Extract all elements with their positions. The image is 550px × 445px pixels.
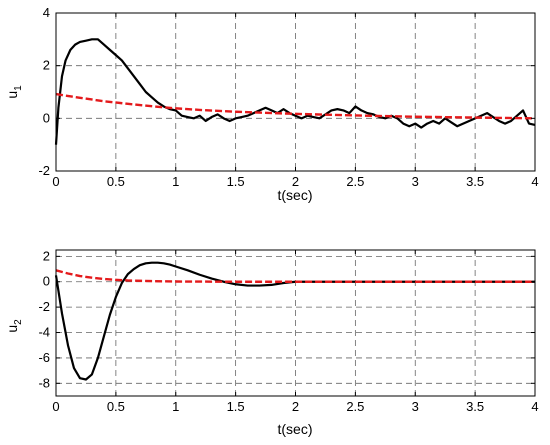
y-axis-label-subscript: 2: [13, 319, 24, 325]
x-tick-label: 4: [531, 174, 538, 189]
y-axis-label-base: u: [4, 91, 20, 99]
y-axis-label-base: u: [4, 325, 20, 333]
series-line-2: [55, 269, 535, 283]
x-axis-label: t(sec): [278, 421, 313, 437]
x-tick-label: 2: [292, 174, 299, 189]
y-axis-label: u1: [4, 85, 24, 99]
x-tick-label: 1.5: [227, 174, 245, 189]
plot-u2: t(sec) u2 0 0.5 1 1.5 2 2.5 3 3.5 4-8-6-4-202: [4, 248, 539, 437]
x-tick-label: 0.5: [107, 174, 125, 189]
x-axis-label: t(sec): [278, 187, 313, 203]
x-tick-label: 0: [52, 399, 59, 414]
y-tick-label: 0: [43, 110, 50, 125]
y-tick-label: -6: [38, 350, 50, 365]
y-tick-label: 4: [43, 5, 50, 20]
x-tick-label: 2.5: [346, 399, 364, 414]
y-axis-label: u2: [4, 319, 24, 333]
y-tick-label: 0: [43, 274, 50, 289]
y-tick-label: -2: [38, 163, 50, 178]
y-tick-label: 2: [43, 58, 50, 73]
y-tick-label: -8: [38, 375, 50, 390]
y-tick-label: 2: [43, 248, 50, 263]
x-tick-label: 1: [172, 399, 179, 414]
series-line-2: [55, 92, 536, 120]
y-axis-label-subscript: 1: [13, 85, 24, 91]
series-line-1: [54, 261, 535, 381]
x-tick-label: 1: [172, 174, 179, 189]
x-tick-label: 3.5: [466, 399, 484, 414]
x-tick-label: 1.5: [227, 399, 245, 414]
x-tick-label: 0.5: [107, 399, 125, 414]
x-tick-label: 3.5: [466, 174, 484, 189]
x-tick-label: 3: [412, 399, 419, 414]
x-tick-label: 2: [292, 399, 299, 414]
x-tick-label: 2.5: [346, 174, 364, 189]
y-tick-label: -4: [38, 325, 50, 340]
x-tick-label: 0: [52, 174, 59, 189]
y-tick-label: -2: [38, 299, 50, 314]
x-tick-label: 4: [531, 399, 538, 414]
x-tick-label: 3: [412, 174, 419, 189]
